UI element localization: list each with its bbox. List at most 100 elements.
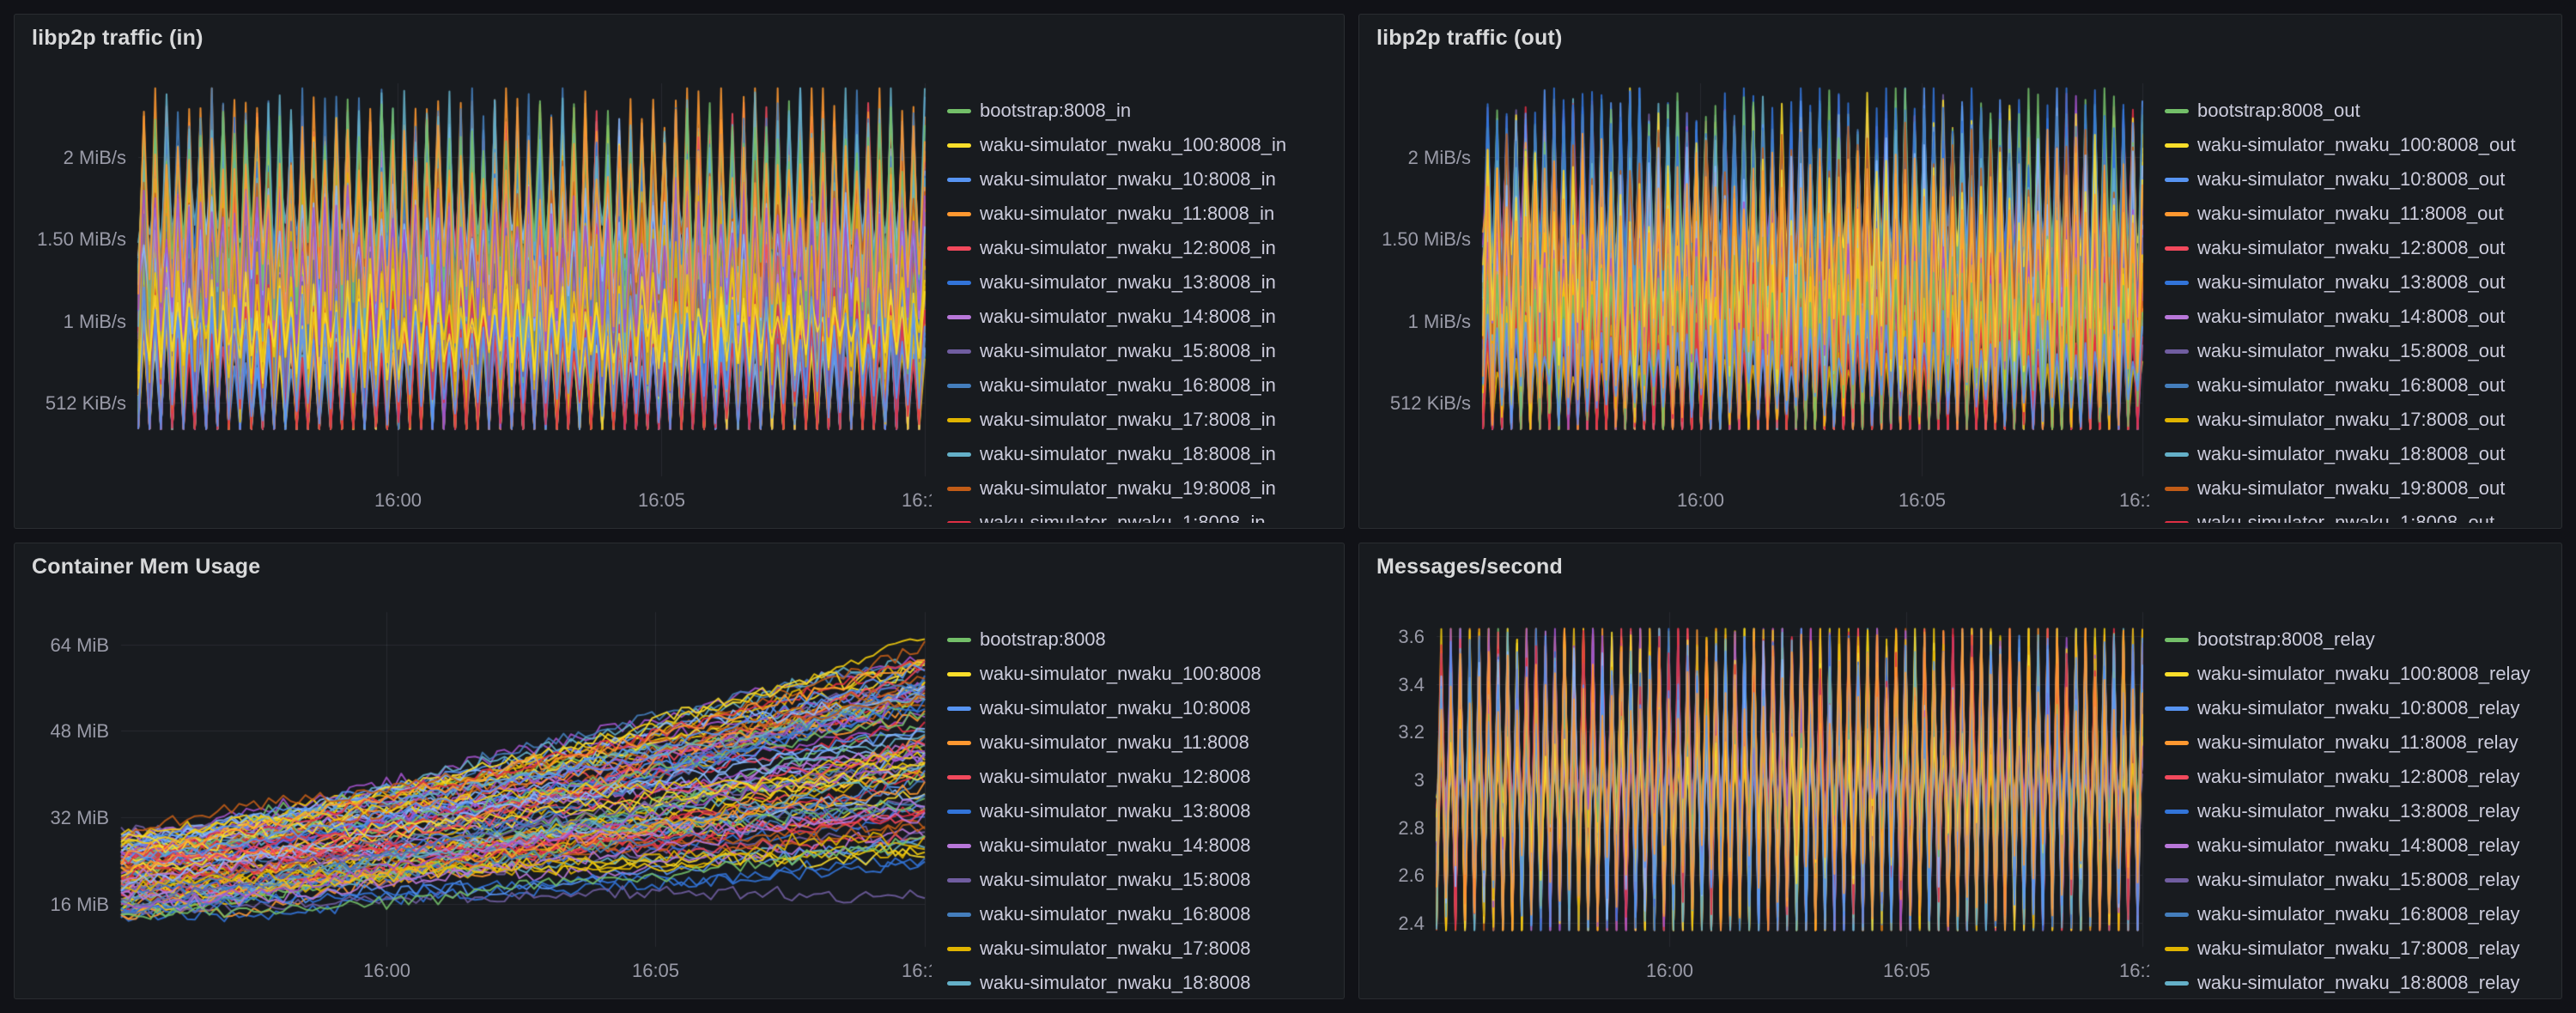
legend-item[interactable]: waku-simulator_nwaku_17:8008_in	[947, 403, 1335, 437]
series-name[interactable]: waku-simulator_nwaku_18:8008_in	[980, 443, 1276, 464]
series-name[interactable]: bootstrap:8008_relay	[2197, 628, 2375, 650]
legend-item[interactable]: waku-simulator_nwaku_16:8008	[947, 897, 1335, 931]
series-name[interactable]: waku-simulator_nwaku_13:8008	[980, 800, 1251, 822]
chart-canvas[interactable]	[27, 61, 932, 523]
legend-item[interactable]: waku-simulator_nwaku_14:8008	[947, 828, 1335, 863]
legend-item[interactable]: waku-simulator_nwaku_12:8008_out	[2165, 231, 2553, 265]
legend-item[interactable]: waku-simulator_nwaku_12:8008_in	[947, 231, 1335, 265]
series-name[interactable]: waku-simulator_nwaku_14:8008_out	[2197, 306, 2506, 327]
legend-item[interactable]: waku-simulator_nwaku_13:8008	[947, 794, 1335, 828]
series-name[interactable]: waku-simulator_nwaku_13:8008_in	[980, 271, 1276, 293]
series-name[interactable]: waku-simulator_nwaku_10:8008_relay	[2197, 697, 2520, 719]
series-name[interactable]: waku-simulator_nwaku_11:8008_relay	[2197, 731, 2518, 753]
series-name[interactable]: waku-simulator_nwaku_15:8008_out	[2197, 340, 2506, 361]
series-name[interactable]: waku-simulator_nwaku_11:8008_in	[980, 203, 1275, 224]
series-name[interactable]: waku-simulator_nwaku_100:8008_in	[980, 134, 1287, 155]
legend-item[interactable]: waku-simulator_nwaku_14:8008_relay	[2165, 828, 2553, 863]
legend-item[interactable]: bootstrap:8008	[947, 622, 1335, 657]
chart-canvas[interactable]	[27, 590, 932, 993]
legend-item[interactable]: waku-simulator_nwaku_1:8008_out	[2165, 506, 2553, 523]
series-name[interactable]: waku-simulator_nwaku_16:8008_out	[2197, 374, 2506, 396]
series-name[interactable]: waku-simulator_nwaku_16:8008_in	[980, 374, 1276, 396]
series-name[interactable]: waku-simulator_nwaku_13:8008_relay	[2197, 800, 2520, 822]
series-name[interactable]: waku-simulator_nwaku_14:8008_in	[980, 306, 1276, 327]
legend-item[interactable]: waku-simulator_nwaku_13:8008_out	[2165, 265, 2553, 300]
legend-item[interactable]: waku-simulator_nwaku_18:8008	[947, 966, 1335, 993]
legend-item[interactable]: waku-simulator_nwaku_19:8008_out	[2165, 471, 2553, 506]
panel-header[interactable]: libp2p traffic (in)	[15, 15, 1344, 61]
series-name[interactable]: waku-simulator_nwaku_11:8008	[980, 731, 1249, 753]
series-name[interactable]: waku-simulator_nwaku_12:8008	[980, 766, 1251, 787]
legend-item[interactable]: waku-simulator_nwaku_16:8008_relay	[2165, 897, 2553, 931]
panel-header[interactable]: Container Mem Usage	[15, 543, 1344, 590]
legend-item[interactable]: waku-simulator_nwaku_11:8008	[947, 725, 1335, 760]
series-name[interactable]: bootstrap:8008_in	[980, 100, 1132, 121]
legend-item[interactable]: waku-simulator_nwaku_13:8008_relay	[2165, 794, 2553, 828]
legend-item[interactable]: waku-simulator_nwaku_1:8008_in	[947, 506, 1335, 523]
series-name[interactable]: waku-simulator_nwaku_15:8008_in	[980, 340, 1276, 361]
legend-item[interactable]: waku-simulator_nwaku_10:8008	[947, 691, 1335, 725]
series-name[interactable]: waku-simulator_nwaku_17:8008	[980, 937, 1251, 959]
series-name[interactable]: waku-simulator_nwaku_100:8008_out	[2197, 134, 2516, 155]
legend-item[interactable]: waku-simulator_nwaku_16:8008_out	[2165, 368, 2553, 403]
legend-item[interactable]: bootstrap:8008_out	[2165, 94, 2553, 128]
legend-item[interactable]: waku-simulator_nwaku_15:8008_out	[2165, 334, 2553, 368]
series-name[interactable]: waku-simulator_nwaku_12:8008_out	[2197, 237, 2506, 258]
series-name[interactable]: waku-simulator_nwaku_1:8008_in	[980, 512, 1266, 523]
legend-item[interactable]: waku-simulator_nwaku_18:8008_out	[2165, 437, 2553, 471]
legend-item[interactable]: waku-simulator_nwaku_17:8008_relay	[2165, 931, 2553, 966]
series-name[interactable]: waku-simulator_nwaku_100:8008	[980, 663, 1261, 684]
legend-item[interactable]: waku-simulator_nwaku_100:8008_relay	[2165, 657, 2553, 691]
series-name[interactable]: waku-simulator_nwaku_17:8008_in	[980, 409, 1276, 430]
legend-item[interactable]: waku-simulator_nwaku_12:8008_relay	[2165, 760, 2553, 794]
legend-item[interactable]: waku-simulator_nwaku_14:8008_in	[947, 300, 1335, 334]
legend-item[interactable]: waku-simulator_nwaku_11:8008_relay	[2165, 725, 2553, 760]
legend-item[interactable]: waku-simulator_nwaku_15:8008_relay	[2165, 863, 2553, 897]
series-name[interactable]: bootstrap:8008_out	[2197, 100, 2360, 121]
series-name[interactable]: waku-simulator_nwaku_15:8008	[980, 869, 1251, 890]
panel-header[interactable]: libp2p traffic (out)	[1359, 15, 2561, 61]
series-name[interactable]: waku-simulator_nwaku_17:8008_relay	[2197, 937, 2520, 959]
legend-item[interactable]: waku-simulator_nwaku_12:8008	[947, 760, 1335, 794]
chart-canvas[interactable]	[1371, 61, 2149, 523]
legend-item[interactable]: waku-simulator_nwaku_11:8008_in	[947, 197, 1335, 231]
legend-item[interactable]: bootstrap:8008_in	[947, 94, 1335, 128]
series-name[interactable]: waku-simulator_nwaku_10:8008_in	[980, 168, 1276, 190]
series-name[interactable]: waku-simulator_nwaku_19:8008_out	[2197, 477, 2506, 499]
legend-item[interactable]: waku-simulator_nwaku_10:8008_relay	[2165, 691, 2553, 725]
legend-item[interactable]: waku-simulator_nwaku_14:8008_out	[2165, 300, 2553, 334]
legend-item[interactable]: waku-simulator_nwaku_18:8008_in	[947, 437, 1335, 471]
series-name[interactable]: waku-simulator_nwaku_10:8008_out	[2197, 168, 2506, 190]
legend-item[interactable]: waku-simulator_nwaku_11:8008_out	[2165, 197, 2553, 231]
panel-header[interactable]: Messages/second	[1359, 543, 2561, 590]
series-name[interactable]: waku-simulator_nwaku_100:8008_relay	[2197, 663, 2530, 684]
legend-item[interactable]: waku-simulator_nwaku_100:8008_in	[947, 128, 1335, 162]
legend-item[interactable]: waku-simulator_nwaku_19:8008_in	[947, 471, 1335, 506]
series-name[interactable]: waku-simulator_nwaku_16:8008_relay	[2197, 903, 2520, 925]
series-name[interactable]: bootstrap:8008	[980, 628, 1106, 650]
series-name[interactable]: waku-simulator_nwaku_16:8008	[980, 903, 1251, 925]
series-name[interactable]: waku-simulator_nwaku_14:8008_relay	[2197, 834, 2520, 856]
series-name[interactable]: waku-simulator_nwaku_12:8008_in	[980, 237, 1276, 258]
series-name[interactable]: waku-simulator_nwaku_17:8008_out	[2197, 409, 2506, 430]
series-name[interactable]: waku-simulator_nwaku_12:8008_relay	[2197, 766, 2520, 787]
series-name[interactable]: waku-simulator_nwaku_18:8008	[980, 972, 1251, 993]
series-name[interactable]: waku-simulator_nwaku_14:8008	[980, 834, 1251, 856]
series-name[interactable]: waku-simulator_nwaku_11:8008_out	[2197, 203, 2504, 224]
series-name[interactable]: waku-simulator_nwaku_18:8008_relay	[2197, 972, 2520, 993]
legend-item[interactable]: waku-simulator_nwaku_100:8008_out	[2165, 128, 2553, 162]
legend-item[interactable]: waku-simulator_nwaku_100:8008	[947, 657, 1335, 691]
legend-item[interactable]: bootstrap:8008_relay	[2165, 622, 2553, 657]
legend-item[interactable]: waku-simulator_nwaku_18:8008_relay	[2165, 966, 2553, 993]
series-name[interactable]: waku-simulator_nwaku_18:8008_out	[2197, 443, 2506, 464]
series-name[interactable]: waku-simulator_nwaku_13:8008_out	[2197, 271, 2506, 293]
legend-item[interactable]: waku-simulator_nwaku_16:8008_in	[947, 368, 1335, 403]
series-name[interactable]: waku-simulator_nwaku_15:8008_relay	[2197, 869, 2520, 890]
legend-item[interactable]: waku-simulator_nwaku_17:8008	[947, 931, 1335, 966]
legend-item[interactable]: waku-simulator_nwaku_10:8008_out	[2165, 162, 2553, 197]
legend-item[interactable]: waku-simulator_nwaku_17:8008_out	[2165, 403, 2553, 437]
chart-canvas[interactable]	[1371, 590, 2149, 993]
legend-item[interactable]: waku-simulator_nwaku_13:8008_in	[947, 265, 1335, 300]
series-name[interactable]: waku-simulator_nwaku_19:8008_in	[980, 477, 1276, 499]
series-name[interactable]: waku-simulator_nwaku_1:8008_out	[2197, 512, 2495, 523]
